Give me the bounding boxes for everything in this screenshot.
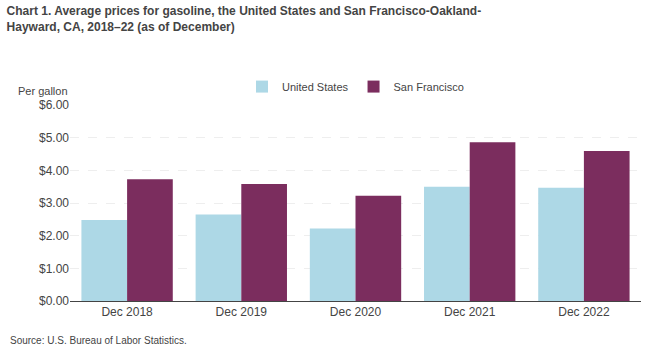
svg-text:Dec 2020: Dec 2020 xyxy=(330,305,382,319)
svg-text:Dec 2018: Dec 2018 xyxy=(101,305,153,319)
svg-text:$6.00: $6.00 xyxy=(39,98,69,112)
svg-text:United States: United States xyxy=(282,81,349,93)
svg-text:$2.00: $2.00 xyxy=(39,229,69,243)
svg-text:Chart 1. Average prices for ga: Chart 1. Average prices for gasoline, th… xyxy=(7,4,482,34)
svg-text:San Francisco: San Francisco xyxy=(394,81,464,93)
svg-text:Dec 2021: Dec 2021 xyxy=(444,305,496,319)
svg-text:Dec 2022: Dec 2022 xyxy=(558,305,610,319)
svg-text:Per gallon: Per gallon xyxy=(18,85,68,97)
svg-text:$0.00: $0.00 xyxy=(39,294,69,308)
svg-text:Dec 2019: Dec 2019 xyxy=(216,305,268,319)
svg-text:$4.00: $4.00 xyxy=(39,164,69,178)
svg-text:$1.00: $1.00 xyxy=(39,262,69,276)
svg-text:$3.00: $3.00 xyxy=(39,196,69,210)
svg-text:Source: U.S. Bureau of Labor S: Source: U.S. Bureau of Labor Statistics. xyxy=(10,335,187,346)
svg-text:$5.00: $5.00 xyxy=(39,131,69,145)
